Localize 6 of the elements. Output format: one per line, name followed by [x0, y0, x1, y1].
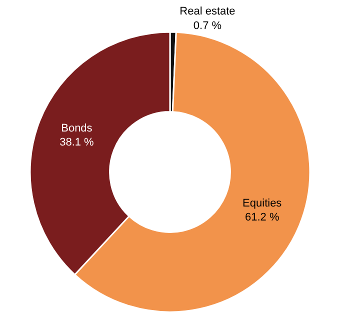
data-label: 61.2 % [244, 212, 280, 224]
slice-label: Real estate [180, 6, 236, 18]
slice-label: Bonds [61, 122, 93, 134]
data-label: 38.1 % [60, 136, 94, 149]
slice-label: Equities [242, 197, 282, 210]
data-label: 0.7 % [193, 20, 222, 32]
